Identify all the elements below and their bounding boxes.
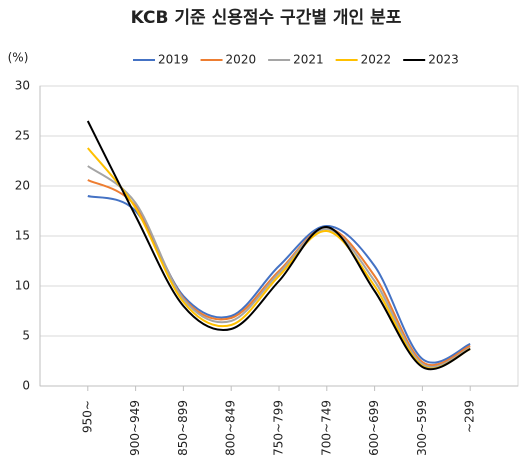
legend-label: 2022 (361, 53, 392, 67)
legend-label: 2021 (293, 53, 324, 67)
legend-label: 2020 (226, 53, 257, 67)
series-line (87, 165, 471, 368)
x-tick-label: 750~799 (272, 400, 286, 456)
y-tick-label: 30 (15, 79, 30, 93)
x-tick-label: 850~899 (176, 400, 190, 456)
y-axis-label: (%) (8, 51, 29, 65)
y-tick-label: 5 (22, 329, 30, 343)
chart-title: KCB 기준 신용점수 구간별 개인 분포 (131, 8, 402, 28)
legend-label: 2023 (428, 53, 459, 67)
y-tick-label: 20 (15, 179, 30, 193)
x-tick-label: 300~599 (415, 400, 429, 456)
x-tick-label: 950~ (80, 400, 94, 433)
x-tick-label: 600~699 (367, 400, 381, 456)
series-line (86, 120, 471, 371)
y-tick-label: 0 (22, 379, 30, 393)
series-line (87, 147, 471, 370)
y-tick-label: 10 (15, 279, 30, 293)
legend-label: 2019 (158, 53, 189, 67)
x-tick-label: 700~749 (319, 400, 333, 456)
x-tick-label: ~299 (463, 400, 477, 433)
y-tick-label: 25 (15, 129, 30, 143)
x-tick-label: 900~949 (128, 400, 142, 456)
x-tick-label: 800~849 (224, 400, 238, 456)
y-tick-label: 15 (15, 229, 30, 243)
